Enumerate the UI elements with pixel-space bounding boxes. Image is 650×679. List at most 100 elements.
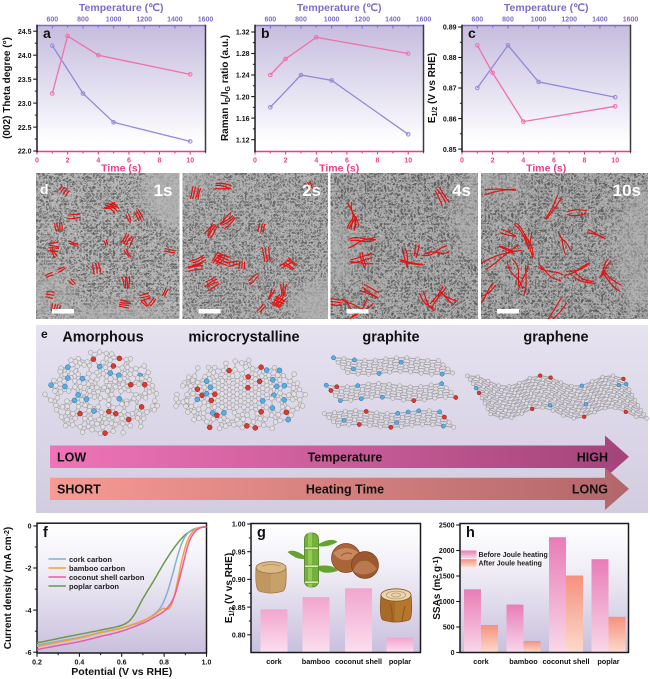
svg-text:1000: 1000 xyxy=(439,599,455,606)
svg-text:10s: 10s xyxy=(613,181,641,200)
svg-text:23.0: 23.0 xyxy=(18,101,32,108)
svg-text:h: h xyxy=(466,525,475,541)
svg-text:graphite: graphite xyxy=(362,330,419,346)
svg-text:0.89: 0.89 xyxy=(443,25,457,32)
svg-text:Temperature: Temperature xyxy=(308,450,383,464)
svg-text:10: 10 xyxy=(186,158,194,165)
svg-text:0: 0 xyxy=(35,158,39,165)
svg-text:1200: 1200 xyxy=(354,17,370,24)
svg-text:a: a xyxy=(43,25,51,41)
svg-text:24.5: 24.5 xyxy=(18,29,32,36)
svg-text:0.80: 0.80 xyxy=(232,633,246,640)
svg-text:2s: 2s xyxy=(302,181,321,200)
svg-text:600: 600 xyxy=(264,17,276,24)
svg-text:1000: 1000 xyxy=(324,17,340,24)
svg-text:(002) Theta degree (°): (002) Theta degree (°) xyxy=(2,37,13,139)
svg-text:2000: 2000 xyxy=(439,548,455,555)
svg-text:0.88: 0.88 xyxy=(443,55,457,62)
svg-text:1.00: 1.00 xyxy=(232,522,246,529)
svg-text:1000: 1000 xyxy=(531,17,547,24)
svg-text:1600: 1600 xyxy=(198,17,214,24)
svg-text:SHORT: SHORT xyxy=(57,482,101,496)
svg-text:10: 10 xyxy=(611,158,619,165)
svg-text:8: 8 xyxy=(376,158,380,165)
svg-text:0.2: 0.2 xyxy=(32,660,42,667)
svg-text:bamboo carbon: bamboo carbon xyxy=(69,564,126,573)
svg-text:0.86: 0.86 xyxy=(443,116,457,123)
svg-text:LOW: LOW xyxy=(57,450,86,464)
svg-text:-2: -2 xyxy=(25,566,31,573)
svg-text:poplar carbon: poplar carbon xyxy=(69,582,119,591)
svg-text:b: b xyxy=(261,25,270,41)
svg-text:0.6: 0.6 xyxy=(117,660,127,667)
svg-text:1400: 1400 xyxy=(167,17,183,24)
svg-text:22.5: 22.5 xyxy=(18,125,32,132)
svg-text:1.28: 1.28 xyxy=(236,51,250,58)
svg-text:Temperature (℃): Temperature (℃) xyxy=(297,2,382,14)
svg-text:1.16: 1.16 xyxy=(236,116,250,123)
svg-text:0.95: 0.95 xyxy=(232,549,246,556)
svg-text:8: 8 xyxy=(583,158,587,165)
svg-text:22.0: 22.0 xyxy=(18,149,32,156)
svg-text:1500: 1500 xyxy=(439,574,455,581)
svg-text:6: 6 xyxy=(552,158,556,165)
svg-text:microcrystalline: microcrystalline xyxy=(188,330,299,346)
svg-text:0: 0 xyxy=(253,158,257,165)
svg-text:1.12: 1.12 xyxy=(236,137,250,144)
svg-text:1.32: 1.32 xyxy=(236,30,250,37)
svg-text:1s: 1s xyxy=(154,181,173,200)
svg-text:800: 800 xyxy=(502,17,514,24)
svg-text:1.20: 1.20 xyxy=(236,94,250,101)
svg-text:cork: cork xyxy=(473,657,489,666)
svg-text:23.5: 23.5 xyxy=(18,77,32,84)
svg-text:Potential (V vs RHE): Potential (V vs RHE) xyxy=(71,666,172,678)
svg-text:poplar: poplar xyxy=(597,657,619,666)
svg-text:1200: 1200 xyxy=(136,17,152,24)
svg-text:10: 10 xyxy=(404,158,412,165)
svg-text:cork: cork xyxy=(266,657,282,666)
svg-text:0.90: 0.90 xyxy=(232,577,246,584)
svg-text:Amorphous: Amorphous xyxy=(62,330,143,346)
svg-text:-4: -4 xyxy=(25,608,31,615)
svg-text:After Joule heating: After Joule heating xyxy=(479,561,542,568)
svg-text:coconut shell carbon: coconut shell carbon xyxy=(69,573,145,582)
svg-text:1000: 1000 xyxy=(106,17,122,24)
svg-text:1600: 1600 xyxy=(623,17,639,24)
svg-text:0.85: 0.85 xyxy=(443,147,457,154)
svg-text:E1/2 (V vs RHE): E1/2 (V vs RHE) xyxy=(224,553,236,623)
svg-text:poplar: poplar xyxy=(389,657,411,666)
svg-text:8: 8 xyxy=(158,158,162,165)
svg-text:500: 500 xyxy=(443,625,455,632)
svg-text:Before Joule heating: Before Joule heating xyxy=(479,552,548,559)
svg-text:6: 6 xyxy=(345,158,349,165)
svg-text:coconut shell: coconut shell xyxy=(542,657,589,666)
svg-text:c: c xyxy=(468,25,476,41)
svg-text:4s: 4s xyxy=(452,181,471,200)
svg-text:cork carbon: cork carbon xyxy=(69,555,112,564)
svg-text:bamboo: bamboo xyxy=(509,657,538,666)
svg-text:0.85: 0.85 xyxy=(232,605,246,612)
svg-text:d: d xyxy=(40,181,49,197)
svg-text:1.0: 1.0 xyxy=(202,660,212,667)
svg-text:4: 4 xyxy=(521,158,525,165)
svg-text:0: 0 xyxy=(28,524,32,531)
svg-text:Heating Time: Heating Time xyxy=(306,482,384,496)
svg-text:1.24: 1.24 xyxy=(236,73,250,80)
svg-text:6: 6 xyxy=(127,158,131,165)
svg-text:0: 0 xyxy=(451,650,455,657)
svg-text:600: 600 xyxy=(46,17,58,24)
svg-text:coconut shell: coconut shell xyxy=(335,657,382,666)
svg-text:E1/2 (V vs RHE): E1/2 (V vs RHE) xyxy=(427,53,439,123)
svg-text:2: 2 xyxy=(284,158,288,165)
svg-text:800: 800 xyxy=(77,17,89,24)
svg-text:1400: 1400 xyxy=(385,17,401,24)
svg-text:f: f xyxy=(43,525,48,541)
svg-text:e: e xyxy=(41,327,48,341)
svg-text:1600: 1600 xyxy=(416,17,432,24)
svg-text:0: 0 xyxy=(460,158,464,165)
svg-text:0.87: 0.87 xyxy=(443,86,457,93)
svg-text:4: 4 xyxy=(96,158,100,165)
svg-text:SSAs (m2 g-1): SSAs (m2 g-1) xyxy=(432,556,443,620)
svg-text:bamboo: bamboo xyxy=(302,657,331,666)
svg-text:Temperature (℃): Temperature (℃) xyxy=(79,2,164,14)
